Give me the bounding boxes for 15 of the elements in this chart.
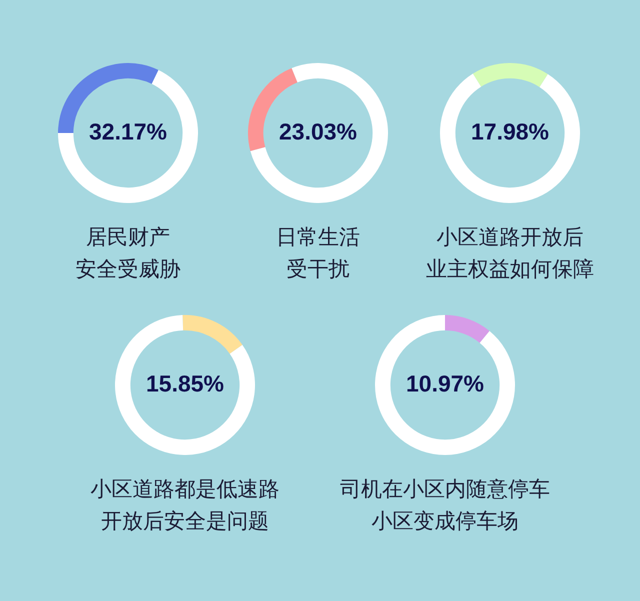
text: 安全受威胁 <box>74 256 182 283</box>
text: 居民财产 <box>85 224 171 251</box>
text: 小区道路开放后 <box>436 224 584 251</box>
text: 日常生活 <box>276 225 360 249</box>
text: 开放后安全是问题 <box>100 508 270 535</box>
text: 司机在小区内随意停车 <box>339 476 551 503</box>
text: 小区变成停车场 <box>370 508 520 535</box>
text: 业主权益如何保障 <box>425 256 595 283</box>
text: 23.03% <box>278 118 358 144</box>
text: 受干扰 <box>286 257 350 281</box>
text: 32.17% <box>88 118 168 144</box>
text: 15.85% <box>146 370 224 396</box>
text: 17.98% <box>470 118 550 144</box>
text: 小区道路都是低速路 <box>90 476 280 503</box>
text: 10.97% <box>406 370 484 396</box>
